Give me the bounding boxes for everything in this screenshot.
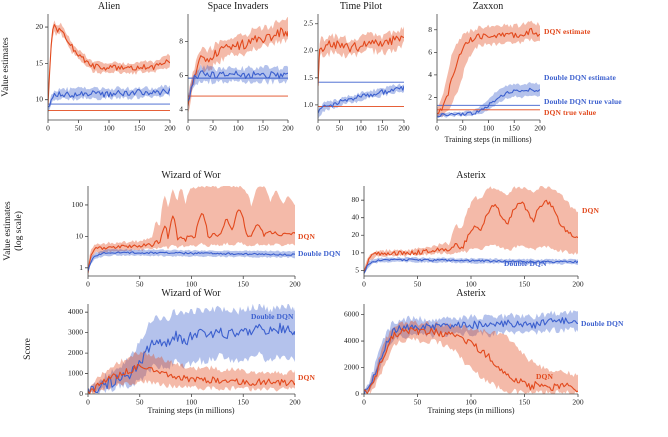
chart-title-space-invaders: Space Invaders (207, 1, 269, 12)
row1-y-axis-label: Value estimates (1, 37, 11, 97)
wizard-value-dqn-label: DQN (298, 232, 315, 241)
chart-title-wizard-of-wor-value: Wizard of Wor (161, 170, 221, 181)
chart-title-zaxxon: Zaxxon (472, 1, 504, 12)
legend-dqn-true-value-label: DQN true value (544, 108, 597, 117)
chart-title-wizard-of-wor-score: Wizard of Wor (161, 288, 221, 299)
asterix-score-x-axis-label: Training steps (in millions) (427, 406, 515, 415)
asterix-score-dqn-label: DQN (536, 372, 553, 381)
legend-double-dqn-estimate-label: Double DQN estimate (544, 73, 616, 82)
wizard-score-dqn-label: DQN (298, 373, 315, 382)
chart-title-time-pilot: Time Pilot (339, 1, 383, 12)
wizard-value-double-dqn-label: Double DQN (298, 249, 341, 258)
asterix-value-double-dqn-label: Double DQN (504, 259, 547, 268)
asterix-value-dqn-label: DQN (582, 206, 599, 215)
chart-title-asterix-score: Asterix (456, 288, 486, 299)
row3-y-axis-label: Score (23, 338, 33, 360)
wizard-score-double-dqn-label: Double DQN (251, 312, 294, 321)
legend-double-dqn-true-value-label: Double DQN true value (544, 97, 622, 106)
chart-title-alien: Alien (97, 1, 121, 12)
zaxxon-x-axis-label: Training steps (in millions) (444, 135, 532, 144)
asterix-score-double-dqn-label: Double DQN (581, 319, 624, 328)
wizard-score-x-axis-label: Training steps (in millions) (147, 406, 235, 415)
legend-dqn-estimate-label: DQN estimate (544, 27, 591, 36)
chart-title-asterix-value: Asterix (456, 170, 486, 181)
